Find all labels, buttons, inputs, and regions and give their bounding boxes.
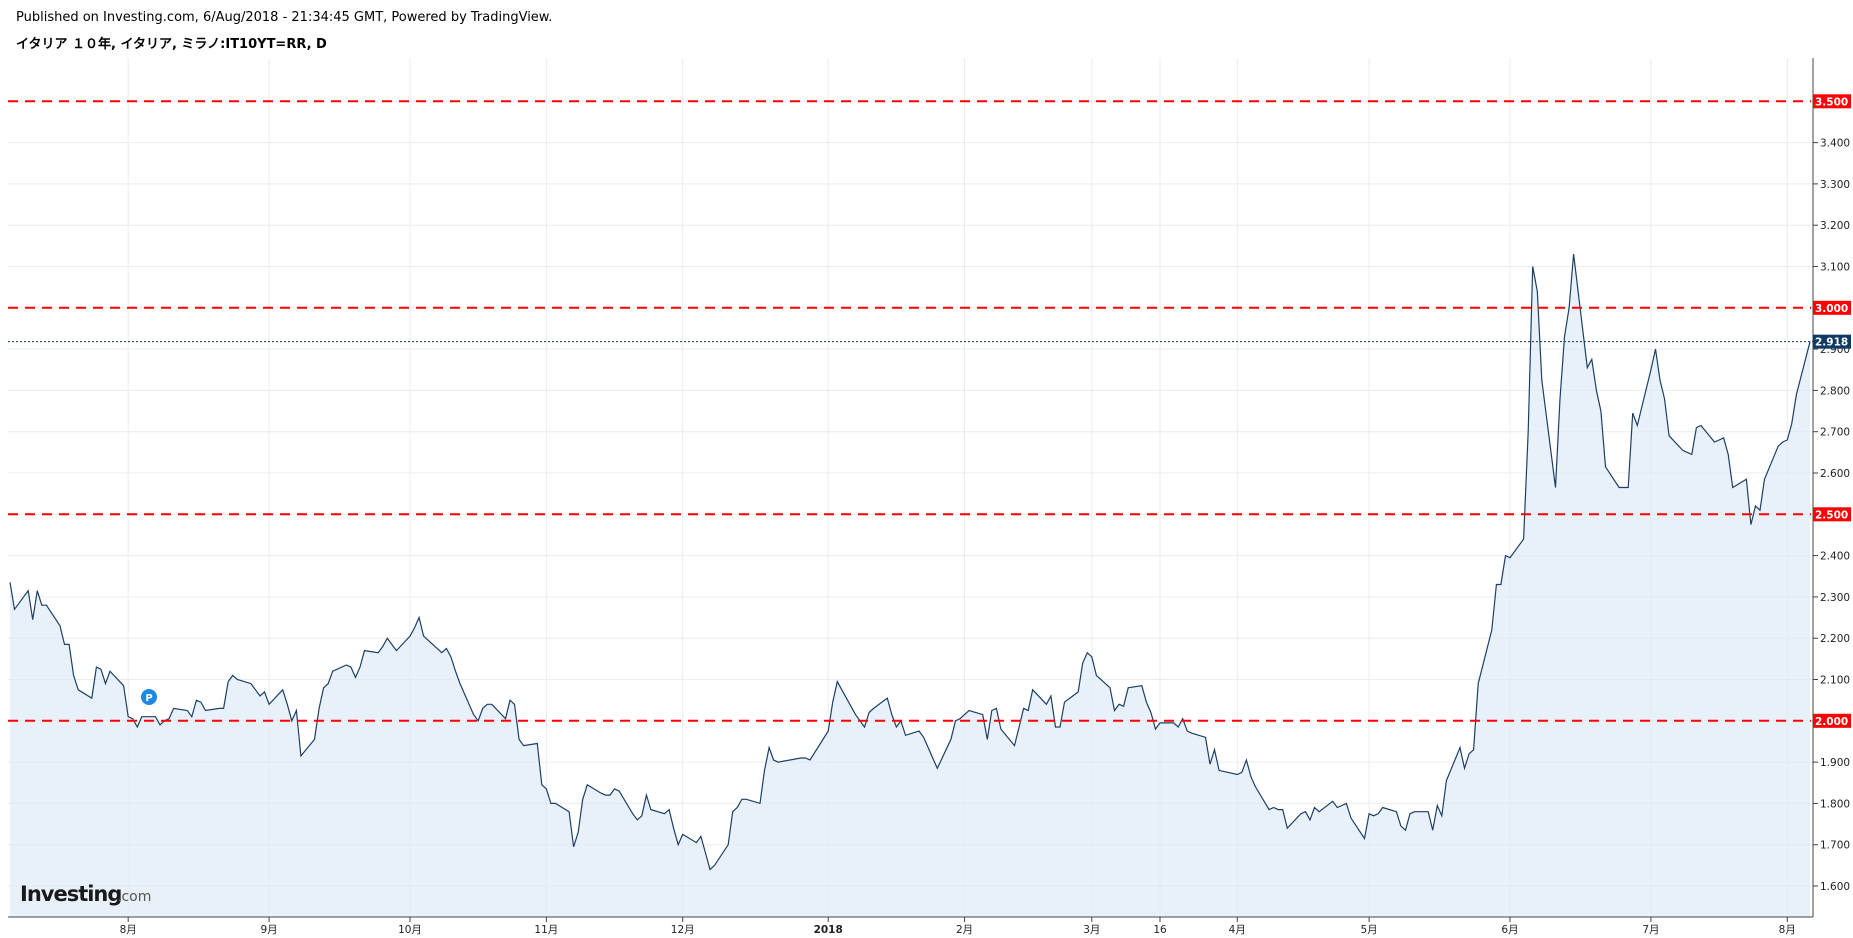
y-tick-label: 2.200 [1820,633,1850,645]
y-tick-label: 3.300 [1820,179,1850,191]
symbol-title: イタリア １０年, イタリア, ミラノ:IT10YT=RR, D [16,37,327,52]
x-tick-label: 7月 [1642,924,1659,936]
x-tick-label: 12月 [671,924,695,936]
y-tick-label: 3.100 [1820,262,1850,274]
y-tick-label: 1.900 [1820,757,1850,769]
x-tick-label: 11月 [534,924,558,936]
published-caption: Published on Investing.com, 6/Aug/2018 -… [16,10,553,25]
x-tick-label: 9月 [260,924,277,936]
last-price-label: 2.918 [1815,337,1848,349]
x-tick-label: 2月 [956,924,973,936]
price-area-fill [10,254,1810,918]
y-tick-label: 1.700 [1820,840,1850,852]
level-tag [1813,507,1851,522]
level-tag [1813,713,1851,728]
y-tick-label: 2.300 [1820,592,1850,604]
level-tag-label: 3.500 [1815,96,1848,108]
y-tick-label: 3.200 [1820,220,1850,232]
price-tags: 3.500 3.000 2.500 2.000 2.918 [1813,94,1851,728]
x-tick-label: 6月 [1501,924,1518,936]
investing-logo: Investing .com [20,882,151,906]
y-tick-label: 2.600 [1820,468,1850,480]
logo-main: Investing [20,882,121,906]
x-tick-label: 5月 [1360,924,1377,936]
level-tag-label: 2.500 [1815,509,1848,521]
x-tick-label: 3月 [1083,924,1100,936]
pin-marker[interactable]: P [141,689,157,705]
level-tag [1813,94,1851,109]
pin-marker-label: P [145,693,152,704]
y-tick-label: 2.400 [1820,551,1850,563]
x-tick-label: 10月 [398,924,422,936]
x-tick-label: 8月 [120,924,137,936]
y-tick-label: 3.400 [1820,138,1850,150]
y-tick-label: 2.100 [1820,675,1850,687]
x-tick-label: 2018 [814,924,843,936]
level-tag [1813,300,1851,315]
x-axis[interactable]: 8月 9月 10月 11月 12月 2018 2月 3月 16 4月 5月 6月 7月 8月 [120,917,1796,936]
horizontal-levels[interactable] [8,100,1811,722]
pin-marker-icon[interactable] [141,689,157,705]
logo-suffix: .com [117,889,151,905]
last-price-tag [1813,334,1851,349]
price-line [9,254,1811,871]
y-tick-label: 1.800 [1820,798,1850,810]
x-tick-label: 8月 [1779,924,1796,936]
y-tick-label: 1.600 [1820,881,1850,893]
x-tick-label: 16 [1153,924,1167,936]
y-tick-label: 2.800 [1820,385,1850,397]
x-tick-label: 4月 [1229,924,1246,936]
y-axis[interactable]: 1.600 1.700 1.800 1.900 2.000 2.100 2.200 2.300… [1813,96,1850,893]
level-tag-label: 2.000 [1815,716,1848,728]
level-tag-label: 3.000 [1815,303,1848,315]
y-tick-label: 2.700 [1820,427,1850,439]
